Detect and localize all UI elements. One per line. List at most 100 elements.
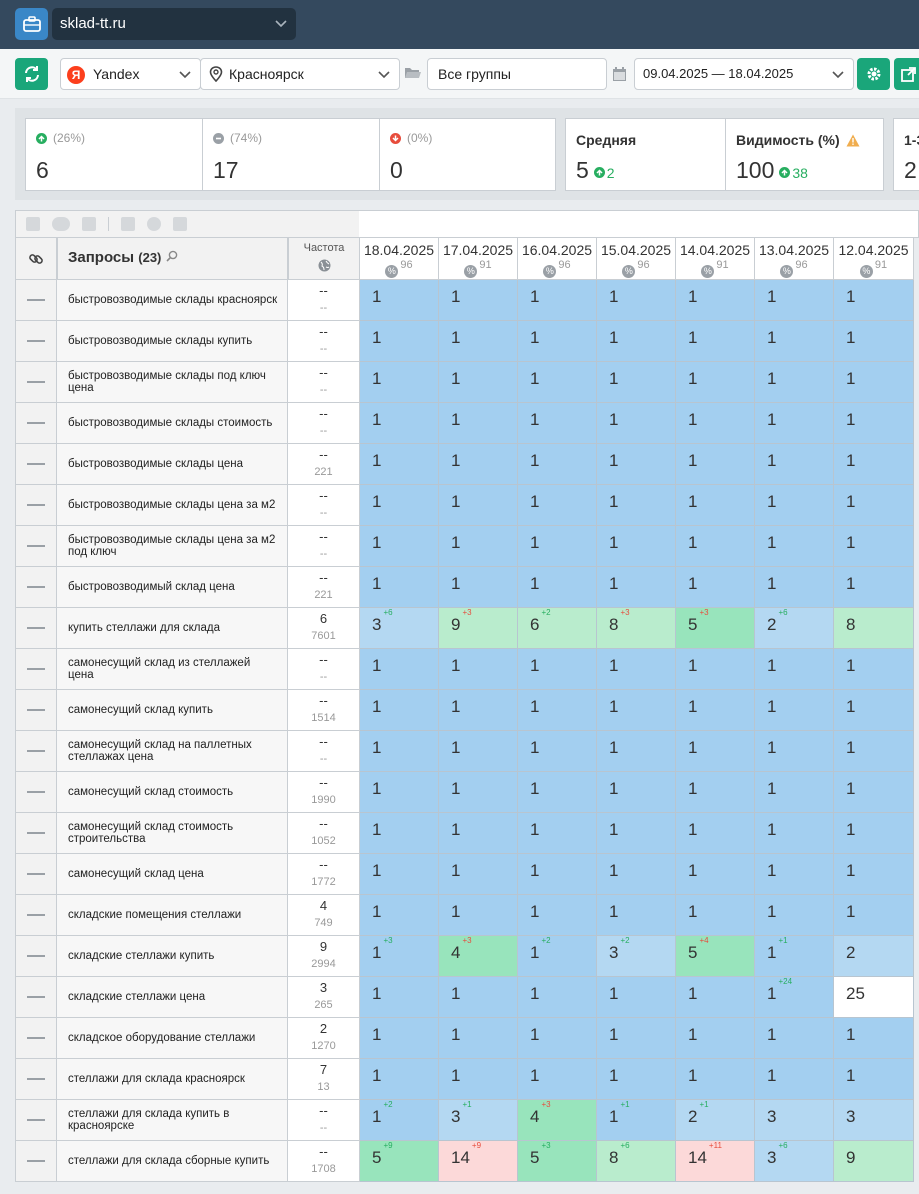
position-cell[interactable]: 1 <box>518 567 597 608</box>
query-text[interactable]: быстровозводимые склады красноярск <box>57 280 288 321</box>
row-link-cell[interactable] <box>15 608 57 649</box>
position-cell[interactable]: 1 <box>439 895 518 936</box>
position-cell[interactable]: 1 <box>834 362 914 403</box>
query-text[interactable]: быстровозводимые склады цена за м2 под к… <box>57 526 288 567</box>
query-text[interactable]: стеллажи для склада красноярск <box>57 1059 288 1100</box>
position-cell[interactable]: 2+6 <box>755 608 834 649</box>
position-cell[interactable]: 1 <box>834 526 914 567</box>
position-cell[interactable]: 1 <box>360 895 439 936</box>
position-cell[interactable]: 1 <box>360 567 439 608</box>
position-cell[interactable]: 1 <box>360 772 439 813</box>
position-cell[interactable]: 3+2 <box>597 936 676 977</box>
briefcase-icon[interactable] <box>15 8 48 40</box>
position-cell[interactable]: 8+3 <box>597 608 676 649</box>
position-cell[interactable]: 1 <box>439 444 518 485</box>
position-cell[interactable]: 1 <box>676 362 755 403</box>
position-cell[interactable]: 1 <box>518 1059 597 1100</box>
position-cell[interactable]: 1 <box>439 690 518 731</box>
position-cell[interactable]: 1 <box>755 772 834 813</box>
query-text[interactable]: самонесущий склад цена <box>57 854 288 895</box>
position-cell[interactable]: 1 <box>518 895 597 936</box>
position-cell[interactable]: 1 <box>834 1059 914 1100</box>
position-cell[interactable]: 1 <box>439 813 518 854</box>
position-cell[interactable]: 1 <box>360 649 439 690</box>
position-cell[interactable]: 1 <box>439 772 518 813</box>
position-cell[interactable]: 1 <box>834 813 914 854</box>
query-text[interactable]: самонесущий склад купить <box>57 690 288 731</box>
query-text[interactable]: быстровозводимые склады цена за м2 <box>57 485 288 526</box>
position-cell[interactable]: 1 <box>676 813 755 854</box>
position-cell[interactable]: 1 <box>755 854 834 895</box>
position-cell[interactable]: 1 <box>439 854 518 895</box>
position-cell[interactable]: 1 <box>676 1018 755 1059</box>
query-text[interactable]: купить стеллажи для склада <box>57 608 288 649</box>
position-cell[interactable]: 1 <box>834 895 914 936</box>
query-text[interactable]: быстровозводимые склады цена <box>57 444 288 485</box>
position-cell[interactable]: 1 <box>518 526 597 567</box>
position-cell[interactable]: 1 <box>834 690 914 731</box>
position-cell[interactable]: 1 <box>439 1018 518 1059</box>
date-column-header[interactable]: 17.04.2025% 91 <box>439 238 518 280</box>
position-cell[interactable]: 1 <box>518 772 597 813</box>
row-link-cell[interactable] <box>15 649 57 690</box>
row-link-cell[interactable] <box>15 772 57 813</box>
position-cell[interactable]: 4+3 <box>439 936 518 977</box>
position-cell[interactable]: 1 <box>597 280 676 321</box>
position-cell[interactable]: 1 <box>439 403 518 444</box>
date-column-header[interactable]: 15.04.2025% 96 <box>597 238 676 280</box>
position-cell[interactable]: 1 <box>439 321 518 362</box>
date-column-header[interactable]: 18.04.2025% 96 <box>360 238 439 280</box>
position-cell[interactable]: 1 <box>834 567 914 608</box>
position-cell[interactable]: 1 <box>676 977 755 1018</box>
position-cell[interactable]: 1 <box>360 321 439 362</box>
toggle-icon[interactable] <box>52 217 70 231</box>
position-cell[interactable]: 1 <box>518 444 597 485</box>
position-cell[interactable]: 14+11 <box>676 1141 755 1182</box>
row-link-cell[interactable] <box>15 1059 57 1100</box>
position-cell[interactable]: 1 <box>360 854 439 895</box>
position-cell[interactable]: 1+2 <box>518 936 597 977</box>
query-text[interactable]: стеллажи для склада сборные купить <box>57 1141 288 1182</box>
query-text[interactable]: самонесущий склад на паллетных стеллажах… <box>57 731 288 772</box>
query-text[interactable]: стеллажи для склада купить в красноярске <box>57 1100 288 1141</box>
position-cell[interactable]: 8 <box>834 608 914 649</box>
position-cell[interactable]: 1 <box>439 567 518 608</box>
position-cell[interactable]: 1+1 <box>597 1100 676 1141</box>
row-link-cell[interactable] <box>15 977 57 1018</box>
position-cell[interactable]: 1 <box>834 649 914 690</box>
position-cell[interactable]: 1 <box>360 731 439 772</box>
row-link-cell[interactable] <box>15 1141 57 1182</box>
position-cell[interactable]: 1 <box>360 526 439 567</box>
position-cell[interactable]: 4+3 <box>518 1100 597 1141</box>
position-cell[interactable]: 14+9 <box>439 1141 518 1182</box>
row-link-cell[interactable] <box>15 403 57 444</box>
row-link-cell[interactable] <box>15 936 57 977</box>
position-cell[interactable]: 1 <box>439 485 518 526</box>
query-text[interactable]: самонесущий склад стоимость <box>57 772 288 813</box>
position-cell[interactable]: 1 <box>597 895 676 936</box>
export-button[interactable] <box>894 58 919 90</box>
position-cell[interactable]: 1 <box>676 526 755 567</box>
link-icon[interactable] <box>82 217 96 231</box>
position-cell[interactable]: 1 <box>518 362 597 403</box>
row-link-cell[interactable] <box>15 731 57 772</box>
query-text[interactable]: быстровозводимые склады купить <box>57 321 288 362</box>
position-cell[interactable]: 1 <box>676 1059 755 1100</box>
sort-icon[interactable] <box>26 217 40 231</box>
settings-button[interactable] <box>857 58 890 90</box>
query-text[interactable]: быстровозводимые склады стоимость <box>57 403 288 444</box>
position-cell[interactable]: 1 <box>597 690 676 731</box>
position-cell[interactable]: 5+3 <box>518 1141 597 1182</box>
position-cell[interactable]: 1 <box>439 280 518 321</box>
position-cell[interactable]: 1 <box>755 813 834 854</box>
position-cell[interactable]: 1 <box>518 854 597 895</box>
position-cell[interactable]: 1 <box>360 362 439 403</box>
row-link-cell[interactable] <box>15 813 57 854</box>
row-link-cell[interactable] <box>15 280 57 321</box>
project-select[interactable]: sklad-tt.ru <box>52 8 296 40</box>
position-cell[interactable]: 1 <box>518 977 597 1018</box>
position-cell[interactable]: 1 <box>676 731 755 772</box>
position-cell[interactable]: 3 <box>834 1100 914 1141</box>
group-select[interactable]: Все группы <box>427 58 607 90</box>
position-cell[interactable]: 1 <box>676 690 755 731</box>
